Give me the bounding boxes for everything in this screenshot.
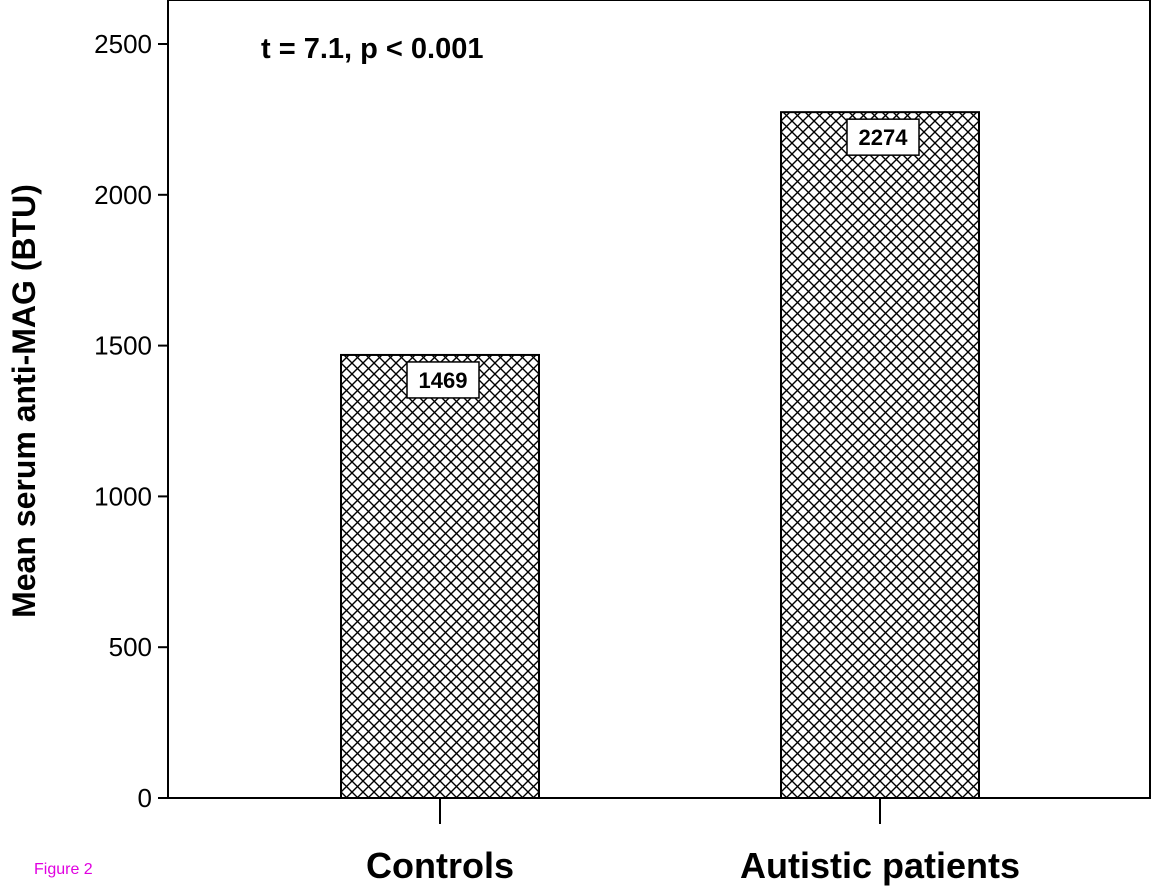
y-tick-label: 500 (109, 632, 152, 662)
figure-label: Figure 2 (34, 861, 93, 878)
data-label-box (846, 118, 920, 156)
bar-autistic-patients (780, 111, 980, 799)
y-tick-label: 1000 (94, 481, 152, 511)
bars: 1469 2274 (340, 111, 980, 799)
y-tick-label: 2000 (94, 180, 152, 210)
y-tick-label: 0 (138, 783, 152, 813)
data-label: 1469 (419, 368, 468, 393)
plot-area-frame (167, 0, 1151, 799)
x-category-label: Controls (366, 845, 514, 886)
y-axis: 0 500 1000 1500 2000 2500 (94, 29, 168, 813)
data-label-box (406, 361, 480, 399)
y-tick-label: 2500 (94, 29, 152, 59)
y-tick-label: 1500 (94, 331, 152, 361)
stats-annotation: t = 7.1, p < 0.001 (261, 33, 483, 65)
data-label: 2274 (859, 125, 909, 150)
x-axis: Controls Autistic patients (366, 798, 1020, 886)
y-axis-label: Mean serum anti-MAG (BTU) (6, 184, 42, 618)
x-category-label: Autistic patients (740, 845, 1020, 886)
bar-controls (340, 353, 540, 799)
